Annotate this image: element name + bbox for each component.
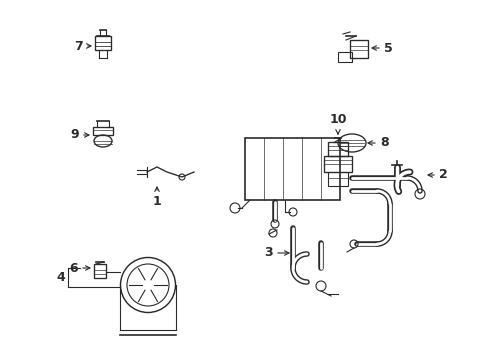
Bar [349, 40, 367, 58]
Bar [93, 127, 113, 135]
Text: 6: 6 [69, 261, 78, 274]
Bar [244, 138, 339, 200]
Text: 10: 10 [328, 113, 346, 126]
Text: 5: 5 [383, 41, 392, 54]
Bar [327, 142, 347, 156]
Text: 8: 8 [379, 136, 388, 149]
Bar [95, 36, 111, 50]
Bar [337, 52, 351, 62]
Text: 7: 7 [74, 40, 83, 53]
Text: 1: 1 [152, 195, 161, 208]
Bar [327, 172, 347, 186]
Bar [324, 156, 351, 172]
Text: 3: 3 [264, 247, 272, 260]
Text: 9: 9 [70, 129, 79, 141]
Bar [94, 264, 106, 278]
Text: 2: 2 [438, 168, 447, 181]
Text: 4: 4 [56, 271, 65, 284]
